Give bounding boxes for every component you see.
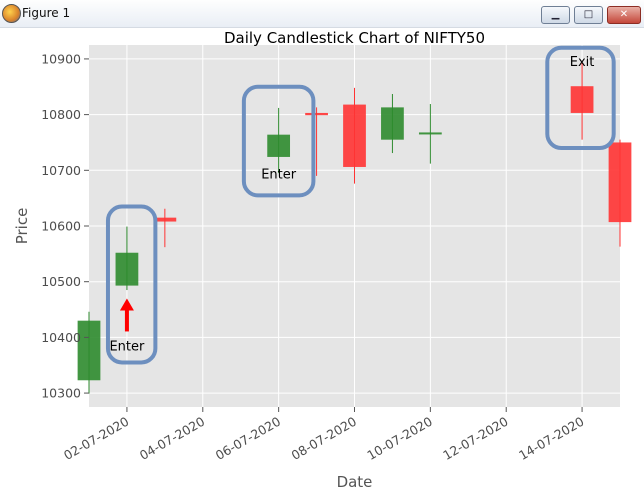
candle-body-down — [570, 86, 594, 113]
candle-body-up — [418, 132, 442, 135]
x-tick-label: 10-07-2020 — [364, 414, 434, 463]
arrow-head-icon — [119, 298, 134, 311]
annotations-group: Enter Enter Exit — [105, 45, 616, 365]
candle-body-down — [343, 104, 366, 167]
annotation-box — [105, 204, 158, 365]
candle-body-down — [305, 112, 328, 116]
x-tick-label: 14-07-2020 — [516, 414, 586, 463]
x-tick-label: 06-07-2020 — [213, 414, 283, 463]
y-tick-label: 10400 — [41, 330, 81, 345]
grid-lines — [89, 45, 620, 407]
candle-body-down — [153, 217, 177, 222]
x-axis-label: Date — [337, 473, 373, 491]
annotation-box — [241, 84, 316, 198]
y-tick-label: 10500 — [41, 274, 81, 289]
y-tick-label: 10300 — [41, 386, 81, 401]
y-tick-label: 10800 — [41, 107, 81, 122]
y-tick-label: 10900 — [41, 51, 81, 66]
x-tick-label: 04-07-2020 — [137, 414, 207, 463]
x-tick-label: 02-07-2020 — [61, 414, 131, 463]
annotation-label: Enter — [261, 167, 297, 182]
y-axis-label: Price — [13, 208, 31, 245]
maximize-button[interactable]: □ — [574, 6, 603, 24]
candle-body-down — [608, 142, 632, 223]
candle-body-up — [381, 107, 404, 140]
candle-body-up — [267, 134, 291, 157]
y-tick-label: 10600 — [41, 219, 81, 234]
candle-body-up — [77, 320, 101, 381]
matplotlib-icon — [2, 4, 21, 23]
minimize-button[interactable]: ▁ — [541, 6, 570, 24]
close-button[interactable]: ✕ — [607, 6, 641, 24]
window-title: Figure 1 — [22, 6, 71, 20]
annotation-label: Exit — [570, 55, 595, 70]
y-axis: 10300 10400 10500 10600 10700 10800 10900 — [41, 51, 89, 401]
x-axis: 02-07-2020 04-07-2020 06-07-2020 08-07-2020… — [61, 407, 587, 463]
y-tick-label: 10700 — [41, 163, 81, 178]
candle-body-up — [115, 252, 139, 286]
x-tick-label: 12-07-2020 — [440, 414, 510, 463]
candles-group — [77, 62, 632, 394]
annotation-box — [545, 45, 616, 151]
title-bar[interactable]: Figure 1 ▁ □ ✕ — [0, 0, 644, 28]
x-tick-label: 08-07-2020 — [289, 414, 359, 463]
annotation-label: Enter — [109, 339, 145, 354]
chart-title: Daily Candlestick Chart of NIFTY50 — [224, 29, 485, 47]
